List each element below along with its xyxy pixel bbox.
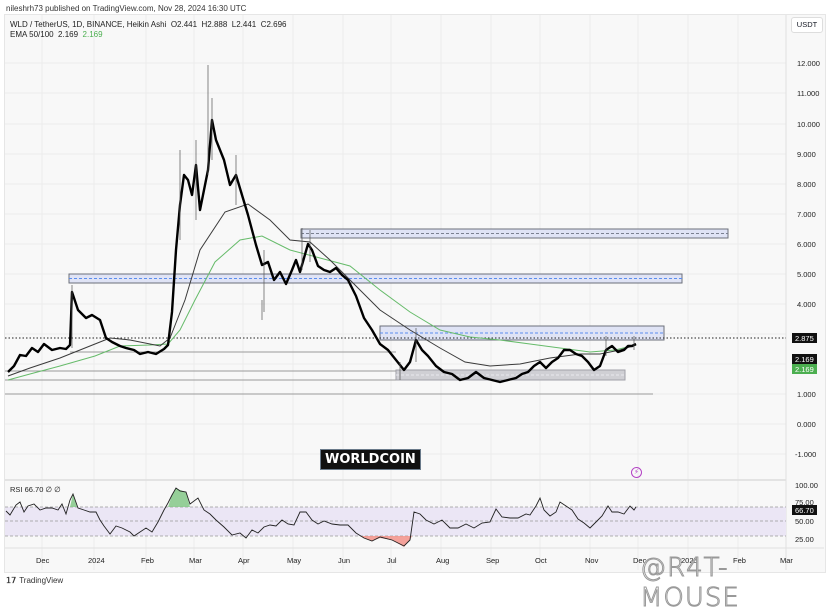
price-tick: 5.000 — [797, 270, 816, 279]
ohlc-open: O2.441 — [170, 20, 198, 29]
price-tick: 6.000 — [797, 240, 816, 249]
time-tick: Feb — [733, 556, 746, 565]
brand-text: TradingView — [19, 576, 64, 585]
worldcoin-title-badge[interactable]: WORLDCOIN — [320, 449, 421, 470]
tradingview-brand[interactable]: 𝟣𝟩 TradingView — [6, 576, 63, 585]
currency-button[interactable]: USDT — [791, 17, 823, 33]
rsi-oversold-fill — [360, 536, 412, 547]
price-tick: 9.000 — [797, 150, 816, 159]
time-tick: Aug — [436, 556, 449, 565]
support-lines[interactable] — [5, 351, 653, 395]
rsi-extra: ∅ ∅ — [45, 485, 61, 494]
last-price-badge: 2.875 — [792, 333, 817, 343]
price-tick: 1.000 — [797, 390, 816, 399]
time-tick: Nov — [585, 556, 599, 565]
svg-text:2.169: 2.169 — [795, 365, 814, 374]
svg-text:2.169: 2.169 — [795, 355, 814, 364]
price-tick: -1.000 — [795, 450, 816, 459]
lightning-icon[interactable]: ⚡ — [631, 467, 642, 478]
time-tick: Sep — [486, 556, 499, 565]
time-tick: May — [287, 556, 301, 565]
resistance-zone-2[interactable] — [68, 273, 683, 284]
rsi-label[interactable]: RSI — [10, 485, 23, 494]
grid — [5, 15, 787, 570]
rsi-line[interactable] — [5, 487, 637, 547]
rsi-tick: 25.00 — [795, 535, 814, 544]
publish-info: nileshrh73 published on TradingView.com,… — [6, 4, 247, 13]
ohlc-close: C2.696 — [260, 20, 287, 29]
resistance-zone-3[interactable] — [379, 325, 665, 341]
chart-canvas[interactable]: 12.000 11.000 10.000 9.000 8.000 7.000 6… — [0, 0, 828, 591]
ema100-line[interactable] — [7, 235, 637, 381]
price-tick: 10.000 — [797, 120, 820, 129]
rsi-legend: RSI 66.70 ∅ ∅ — [10, 485, 61, 494]
price-tick: 7.000 — [797, 210, 816, 219]
time-tick: Apr — [238, 556, 250, 565]
time-tick: 2024 — [88, 556, 105, 565]
time-tick: Dec — [36, 556, 50, 565]
price-tick: 4.000 — [797, 300, 816, 309]
price-tick: 0.000 — [797, 420, 816, 429]
time-tick: Mar — [189, 556, 202, 565]
watermark: @R4T-MOUSE — [640, 553, 740, 613]
symbol-line: WLD / TetherUS, 1D, BINANCE, Heikin Ashi… — [10, 20, 286, 30]
time-tick: Oct — [535, 556, 548, 565]
rsi-value-badge: 66.70 — [792, 505, 817, 515]
tradingview-logo-icon: 𝟣𝟩 — [6, 576, 17, 585]
symbol-info[interactable]: WLD / TetherUS, 1D, BINANCE, Heikin Ashi — [10, 20, 167, 29]
rsi-overbought-fill — [168, 488, 190, 507]
candle-wicks — [71, 65, 635, 380]
ema-line: EMA 50/100 2.169 2.169 — [10, 30, 286, 40]
rsi-tick: 100.00 — [795, 481, 818, 490]
time-axis[interactable]: Dec 2024 Feb Mar Apr May Jun Jul Aug Sep… — [36, 556, 793, 565]
chart-legend: WLD / TetherUS, 1D, BINANCE, Heikin Ashi… — [10, 20, 286, 40]
time-tick: Jun — [338, 556, 350, 565]
rsi-band — [5, 507, 786, 536]
price-tick: 8.000 — [797, 180, 816, 189]
ema50-badge: 2.169 — [792, 354, 817, 364]
svg-text:66.70: 66.70 — [795, 506, 814, 515]
time-tick: Dec — [633, 556, 647, 565]
rsi-tick: 75.00 — [795, 498, 814, 507]
ema50-line[interactable] — [7, 203, 637, 377]
ema-label[interactable]: EMA 50/100 — [10, 30, 54, 39]
price-axis[interactable]: 12.000 11.000 10.000 9.000 8.000 7.000 6… — [795, 59, 820, 459]
time-tick: Mar — [780, 556, 793, 565]
rsi-value: 66.70 — [24, 485, 44, 494]
svg-text:2.875: 2.875 — [795, 334, 814, 343]
rsi-axis[interactable]: 100.00 75.00 50.00 25.00 — [795, 481, 818, 544]
ema50-value: 2.169 — [58, 30, 79, 39]
time-tick: Jul — [387, 556, 397, 565]
time-tick: Feb — [141, 556, 154, 565]
rsi-tick: 50.00 — [795, 517, 814, 526]
rsi-overbought-fill — [70, 494, 77, 507]
time-tick: 2025 — [681, 556, 698, 565]
resistance-zone-1[interactable] — [300, 228, 729, 239]
price-tick: 11.000 — [797, 89, 819, 98]
price-tick: 12.000 — [797, 59, 820, 68]
ema100-value: 2.169 — [82, 30, 103, 39]
ema100-badge: 2.169 — [792, 364, 817, 374]
price-candles[interactable] — [7, 65, 637, 384]
ohlc-high: H2.888 — [201, 20, 228, 29]
ohlc-low: L2.441 — [231, 20, 257, 29]
